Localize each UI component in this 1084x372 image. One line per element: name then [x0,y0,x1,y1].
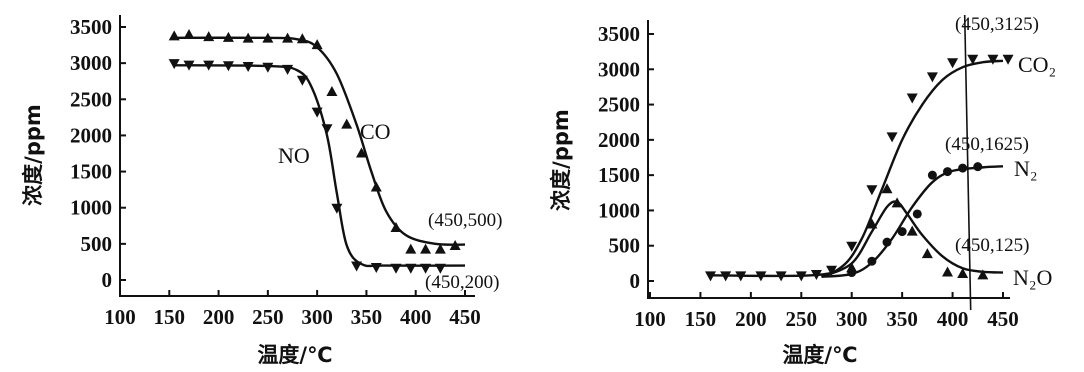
n2-data-point [898,227,907,236]
x-tick-label: 100 [104,305,136,329]
y-tick-label: 3500 [598,22,640,46]
y-tick-label: 0 [102,268,113,292]
x-tick-label: 200 [735,307,767,331]
y-tick-label: 2500 [70,87,112,111]
n2-data-point [943,167,952,176]
left-y-ticks: 0 500 1000 1500 2000 2500 3000 3500 [70,15,126,292]
no-data-point [282,65,293,75]
y-tick-label: 500 [609,234,641,258]
x-tick-label: 400 [400,305,432,329]
co2-data-point [887,132,898,142]
co2-data-point [1003,55,1014,65]
co-data-point [405,244,416,254]
co-data-point [391,222,402,232]
co2-data-point [947,58,958,68]
x-tick-label: 200 [203,305,235,329]
y-tick-label: 1000 [70,196,112,220]
n2o-data-point [942,267,953,277]
co-data-point [326,86,337,96]
series-label-n2: N₂ [1014,156,1038,181]
series-label-co2: CO₂ [1018,52,1056,77]
x-tick-label: 150 [685,307,717,331]
x-tick-label: 250 [786,307,818,331]
n2-data-point [958,164,967,173]
right-plot-area [705,15,1014,310]
annotation-450-1625: (450,1625) [945,134,1029,155]
right-y-ticks: 0 500 1000 1500 2000 2500 3000 3500 [598,22,654,293]
no-data-point [371,263,382,273]
no-curve [174,65,465,266]
y-tick-label: 3000 [598,57,640,81]
co-data-point [371,181,382,191]
no-data-point [322,124,333,134]
x-tick-label: 400 [937,307,969,331]
left-plot-area [169,29,465,274]
co-data-point [341,119,352,129]
co2-data-point [927,72,938,82]
annotation-450-3125: (450,3125) [955,14,1039,35]
y-tick-label: 2000 [70,123,112,147]
y-tick-label: 1000 [598,198,640,222]
y-tick-label: 3500 [70,15,112,39]
y-tick-label: 2500 [598,93,640,117]
n2-data-point [913,209,922,218]
x-tick-label: 350 [886,307,918,331]
x-tick-label: 300 [836,307,868,331]
annotation-450-500: (450,500) [428,210,502,231]
right-x-axis-label: 温度/℃ [782,343,857,367]
co-data-point [420,244,431,254]
x-tick-label: 150 [154,305,186,329]
x-tick-label: 450 [449,305,481,329]
no-data-point [262,63,273,73]
left-chart: 0 500 1000 1500 2000 2500 3000 3500 100 150 200 25… [21,15,502,367]
co2-data-point [907,94,918,104]
y-tick-label: 0 [630,269,641,293]
x-tick-label: 350 [351,305,383,329]
no-data-point [405,264,416,274]
co-data-point [184,29,195,39]
co-curve [174,38,465,245]
series-label-co: CO [360,119,391,144]
y-tick-label: 3000 [70,51,112,75]
co2-data-point [987,55,998,65]
no-data-point [297,76,308,86]
co2-data-point [866,185,877,195]
y-tick-label: 500 [81,232,113,256]
y-tick-label: 2000 [598,128,640,152]
n2-data-point [973,162,982,171]
n2-data-point [867,257,876,266]
no-data-point [391,264,402,274]
annotation-450-200: (450,200) [425,272,499,293]
co-data-point [203,31,214,41]
x-tick-label: 300 [301,305,333,329]
series-label-no: NO [278,143,310,168]
x-tick-label: 450 [987,307,1019,331]
co-data-point [169,30,180,40]
no-data-point [351,262,362,272]
no-data-point [243,62,254,72]
n2-data-point [883,238,892,247]
x-tick-label: 250 [252,305,284,329]
y-tick-label: 1500 [598,163,640,187]
right-y-axis-label: 浓度/ppm [549,109,573,211]
series-label-n2o: N₂O [1013,265,1052,290]
n2o-data-point [922,248,933,258]
x-tick-label: 100 [634,307,666,331]
left-x-axis-label: 温度/℃ [257,343,332,367]
left-y-axis-label: 浓度/ppm [21,104,45,206]
right-chart: 0 500 1000 1500 2000 2500 3000 3500 100 150 200 25… [549,14,1056,367]
annotation-450-125: (450,125) [955,235,1029,256]
y-tick-label: 1500 [70,160,112,184]
n2-data-point [928,171,937,180]
